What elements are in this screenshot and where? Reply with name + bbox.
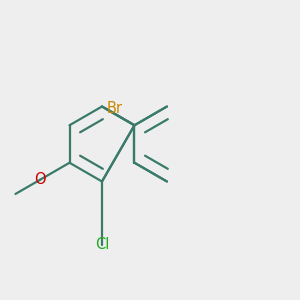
Text: Cl: Cl — [95, 238, 109, 252]
Text: O: O — [34, 172, 46, 187]
Text: Br: Br — [107, 101, 123, 116]
